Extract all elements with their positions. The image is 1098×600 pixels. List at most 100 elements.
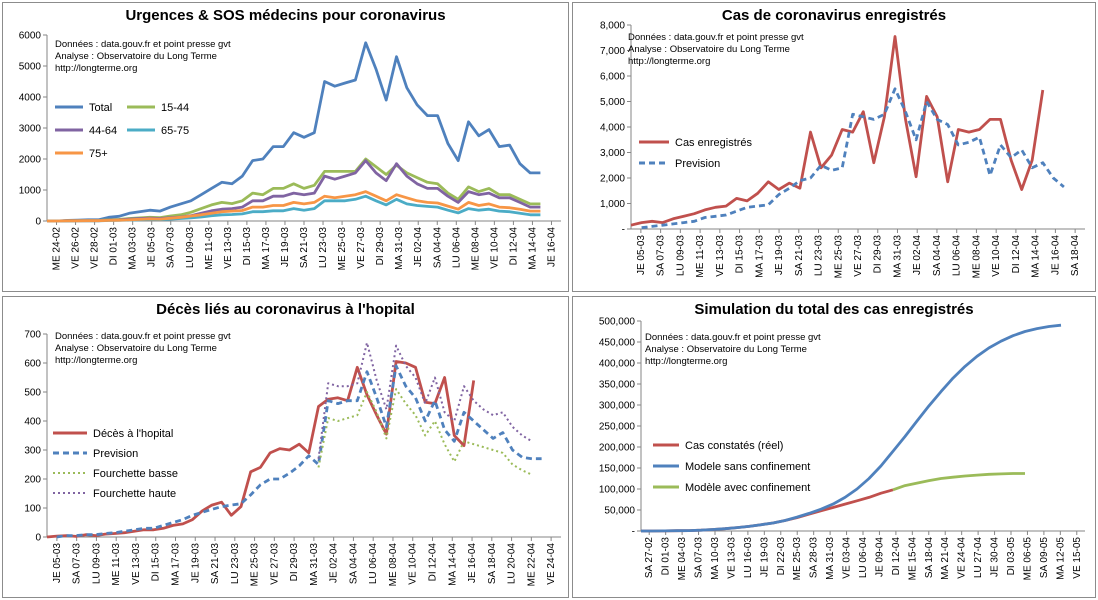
x-tick-label: SA 07-03 [656,235,667,277]
y-tick-label: 1000 [19,186,42,197]
legend-label: Cas enregistrés [675,137,753,149]
series-line [317,388,533,476]
x-tick-label: ME 06-05 [1022,537,1033,581]
y-tick-label: 7,000 [600,46,625,57]
x-tick-label: ME 25-03 [250,543,261,587]
x-tick-label: JE 02-04 [912,235,923,275]
x-tick-label: MA 31-03 [309,543,320,586]
y-tick-label: 200 [24,475,41,486]
x-tick-label: MA 14-04 [1031,235,1042,278]
source-line: http://longterme.org [55,355,138,366]
x-tick-label: DI 15-03 [735,235,746,274]
source-line: Analyse : Observatoire du Long Terme [628,44,790,55]
x-tick-label: SA 04-04 [348,543,359,585]
x-tick-label: LU 09-03 [185,227,196,269]
series-line [641,87,1065,230]
legend-label: Modèle avec confinement [685,482,810,494]
y-tick-label: 500,000 [599,317,636,328]
chart-deces-panel: 0 100 200 300 400 500 600 700 JE 05-03 SA 07-03 LU… [2,296,569,598]
x-tick-label: SA 07-03 [72,543,83,585]
source-line: http://longterme.org [645,356,728,367]
x-tick-label: VE 27-03 [269,543,280,585]
y-tick-label: 500 [24,388,41,399]
x-tick-label: DI 01-03 [661,537,672,576]
x-tick-label: JE 19-03 [190,543,201,583]
x-tick-label: DI 01-03 [109,227,120,266]
series-line [56,364,542,539]
source-note: Données : data.gouv.fr et point presse g… [55,331,231,367]
x-tick-label: ME 11-03 [695,235,706,278]
source-note: Données : data.gouv.fr et point presse g… [628,32,804,68]
y-tick-label: 4000 [19,93,42,104]
source-line: Données : data.gouv.fr et point presse g… [628,32,804,43]
x-tick-label: DI 03-05 [1006,537,1017,576]
x-tick-label: SA 21-03 [794,235,805,277]
x-tick-label: VE 13-03 [726,537,737,579]
x-tick-label: JE 02-04 [413,227,424,267]
x-tick-label: VE 27-03 [356,227,367,269]
x-tick-label: SA 18-04 [487,543,498,585]
legend-label: Prevision [675,158,720,170]
y-tick-label: - [622,225,625,236]
x-tick-label: DI 12-04 [1011,235,1022,274]
x-tick-label: DI 12-04 [891,537,902,576]
y-tick-label: 0 [35,533,41,544]
source-line: Données : data.gouv.fr et point presse g… [55,39,231,50]
x-tick-label: DI 15-03 [242,227,253,266]
y-tick-label: 600 [24,359,41,370]
x-tick-label: LU 06-04 [368,543,379,585]
x-tick-label: SA 18-04 [1070,235,1081,277]
x-tick-label: LU 20-04 [507,543,518,585]
y-tick-label: 3000 [19,124,42,135]
x-tick-label: VE 10-04 [408,543,419,585]
x-tick-label: MA 31-03 [892,235,903,278]
x-tick-label: DI 15-03 [151,543,162,582]
x-tick-label: DI 12-04 [428,543,439,582]
y-tick-label: 0 [35,217,41,228]
source-line: Analyse : Observatoire du Long Terme [645,344,807,355]
chart-title: Décès liés au coronavirus à l'hopital [156,301,415,318]
x-tick-label: VE 15-05 [1072,537,1083,579]
chart-title: Cas de coronavirus enregistrés [721,7,947,24]
x-tick-label: MA 12-05 [1055,537,1066,580]
x-tick-label: ME 08-04 [388,543,399,587]
x-tick-label: JE 16-04 [546,227,557,267]
series-line [892,472,1025,492]
x-tick-label: ME 08-04 [470,227,481,271]
y-tick-label: 8,000 [600,21,625,32]
x-tick-label: MA 31-03 [394,227,405,270]
x-tick-label: MA 14-04 [527,227,538,270]
x-tick-label: ME 11-03 [204,227,215,270]
chart-deces-svg: 0 100 200 300 400 500 600 700 JE 05-03 SA 07-03 LU… [24,330,561,587]
x-tick-label: LU 06-04 [952,235,963,277]
x-tick-label: VE 10-04 [489,227,500,269]
x-tick-label: MA 17-03 [261,227,272,270]
x-tick-label: VE 13-03 [715,235,726,277]
source-line: http://longterme.org [628,56,711,67]
source-note: Données : data.gouv.fr et point presse g… [645,332,821,368]
x-tick-label: VE 13-03 [223,227,234,269]
y-tick-label: 200,000 [599,443,636,454]
x-tick-label: JE 19-03 [280,227,291,267]
legend-label: 65-75 [161,125,189,137]
x-tick-label: SA 07-03 [694,537,705,579]
x-tick-label: LU 27-04 [973,537,984,579]
x-tick-label: VE 24-04 [957,537,968,579]
y-tick-label: 450,000 [599,338,636,349]
x-tick-label: JE 30-04 [990,537,1001,577]
x-tick-label: SA 18-04 [924,537,935,579]
y-tick-label: 400,000 [599,359,636,370]
chart-title: Simulation du total des cas enregistrés [694,301,974,318]
legend-label: Fourchette haute [93,488,176,500]
source-line: http://longterme.org [55,63,138,74]
x-tick-label: LU 23-03 [814,235,825,277]
x-tick-label: MA 17-03 [754,235,765,278]
series-line [47,190,541,223]
x-tick-label: SA 07-03 [166,227,177,269]
y-tick-label: 6000 [19,31,42,42]
y-tick-label: 6,000 [600,72,625,83]
y-tick-label: 5,000 [600,97,625,108]
chart-cas-panel: - 1,000 2,000 3,000 4,000 5,000 6,000 7,000 8,00… [572,2,1096,292]
series-line [47,41,541,223]
x-tick-label: SA 09-05 [1039,537,1050,579]
